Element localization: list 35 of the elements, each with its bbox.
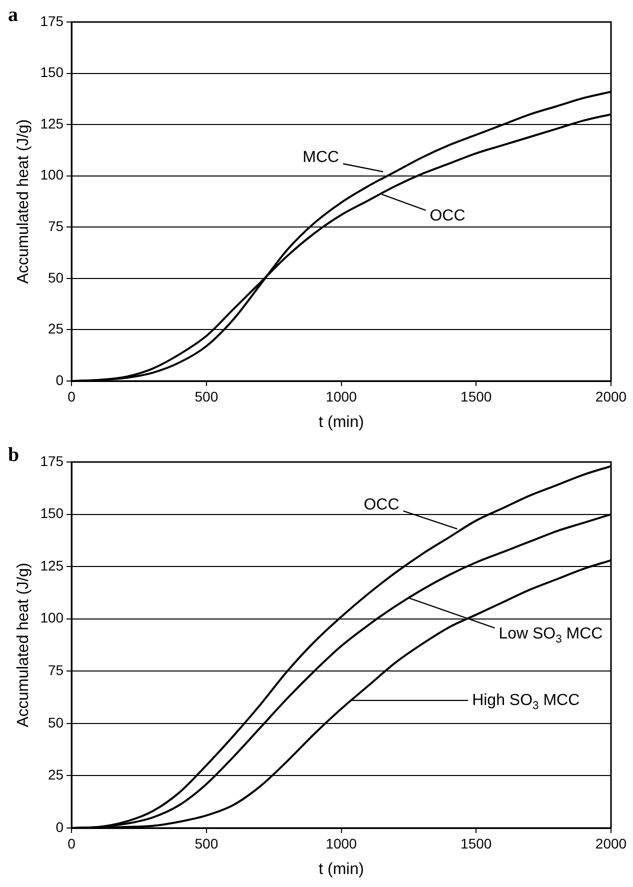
y-tick-label: 100	[40, 610, 64, 626]
y-tick-label: 50	[48, 714, 64, 730]
y-axis-title: Accumulated heat (J/g)	[15, 562, 32, 728]
y-tick-label: 50	[48, 269, 64, 286]
y-tick-label: 150	[40, 64, 64, 80]
y-tick-label: 75	[48, 218, 64, 234]
y-tick-label: 0	[56, 818, 64, 835]
annotation: OCC	[364, 496, 400, 514]
x-tick-label: 1000	[326, 388, 358, 404]
y-tick-label: 75	[48, 662, 64, 678]
x-tick-label: 500	[194, 835, 218, 852]
y-tick-label: 175	[40, 12, 64, 29]
x-axis-title: t (min)	[318, 860, 364, 878]
annotation: MCC	[302, 149, 340, 166]
y-tick-label: 25	[48, 320, 64, 337]
y-tick-label: 125	[40, 115, 64, 132]
annotation: OCC	[430, 208, 466, 225]
x-tick-label: 0	[68, 835, 76, 852]
y-tick-label: 100	[40, 166, 64, 183]
chart-title: b	[8, 444, 20, 466]
y-tick-label: 175	[40, 452, 64, 469]
x-axis-title: t (min)	[318, 414, 364, 431]
y-tick-label: 150	[40, 505, 64, 522]
y-tick-label: 125	[40, 557, 64, 574]
x-tick-label: 2000	[595, 388, 627, 404]
y-tick-label: 25	[48, 766, 64, 783]
x-tick-label: 0	[68, 388, 76, 404]
x-tick-label: 1000	[326, 835, 358, 852]
chart-title: a	[8, 4, 18, 26]
x-tick-label: 2000	[595, 835, 627, 852]
x-tick-label: 1500	[460, 835, 492, 852]
x-tick-label: 500	[194, 388, 218, 404]
y-axis-title: Accumulated heat (J/g)	[15, 119, 32, 284]
x-tick-label: 1500	[460, 388, 492, 404]
y-tick-label: 0	[56, 372, 64, 388]
